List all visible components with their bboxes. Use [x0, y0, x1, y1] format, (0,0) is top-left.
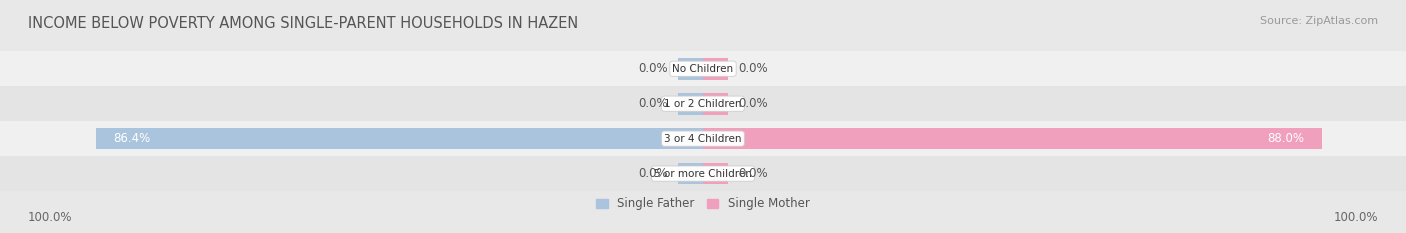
Bar	[678, 163, 703, 185]
Text: 100.0%: 100.0%	[1333, 211, 1378, 224]
Text: No Children: No Children	[672, 64, 734, 74]
Bar	[96, 128, 703, 150]
Text: 86.4%: 86.4%	[112, 132, 150, 145]
Text: 100.0%: 100.0%	[28, 211, 73, 224]
Bar	[678, 58, 703, 80]
Bar	[0, 156, 1406, 191]
Text: 0.0%: 0.0%	[738, 167, 768, 180]
Bar	[703, 58, 728, 80]
Text: 88.0%: 88.0%	[1267, 132, 1305, 145]
Bar	[0, 51, 1406, 86]
Text: 5 or more Children: 5 or more Children	[654, 169, 752, 178]
Text: 3 or 4 Children: 3 or 4 Children	[664, 134, 742, 144]
Bar	[703, 163, 728, 185]
Bar	[0, 86, 1406, 121]
Text: INCOME BELOW POVERTY AMONG SINGLE-PARENT HOUSEHOLDS IN HAZEN: INCOME BELOW POVERTY AMONG SINGLE-PARENT…	[28, 16, 578, 31]
Text: Source: ZipAtlas.com: Source: ZipAtlas.com	[1260, 16, 1378, 26]
Text: 1 or 2 Children: 1 or 2 Children	[664, 99, 742, 109]
Text: 0.0%: 0.0%	[638, 167, 668, 180]
Bar	[703, 128, 1322, 150]
Bar	[0, 121, 1406, 156]
Text: 0.0%: 0.0%	[738, 62, 768, 75]
Text: 0.0%: 0.0%	[638, 97, 668, 110]
Bar	[678, 93, 703, 115]
Legend: Single Father, Single Mother: Single Father, Single Mother	[596, 197, 810, 210]
Text: 0.0%: 0.0%	[738, 97, 768, 110]
Text: 0.0%: 0.0%	[638, 62, 668, 75]
Bar	[703, 93, 728, 115]
